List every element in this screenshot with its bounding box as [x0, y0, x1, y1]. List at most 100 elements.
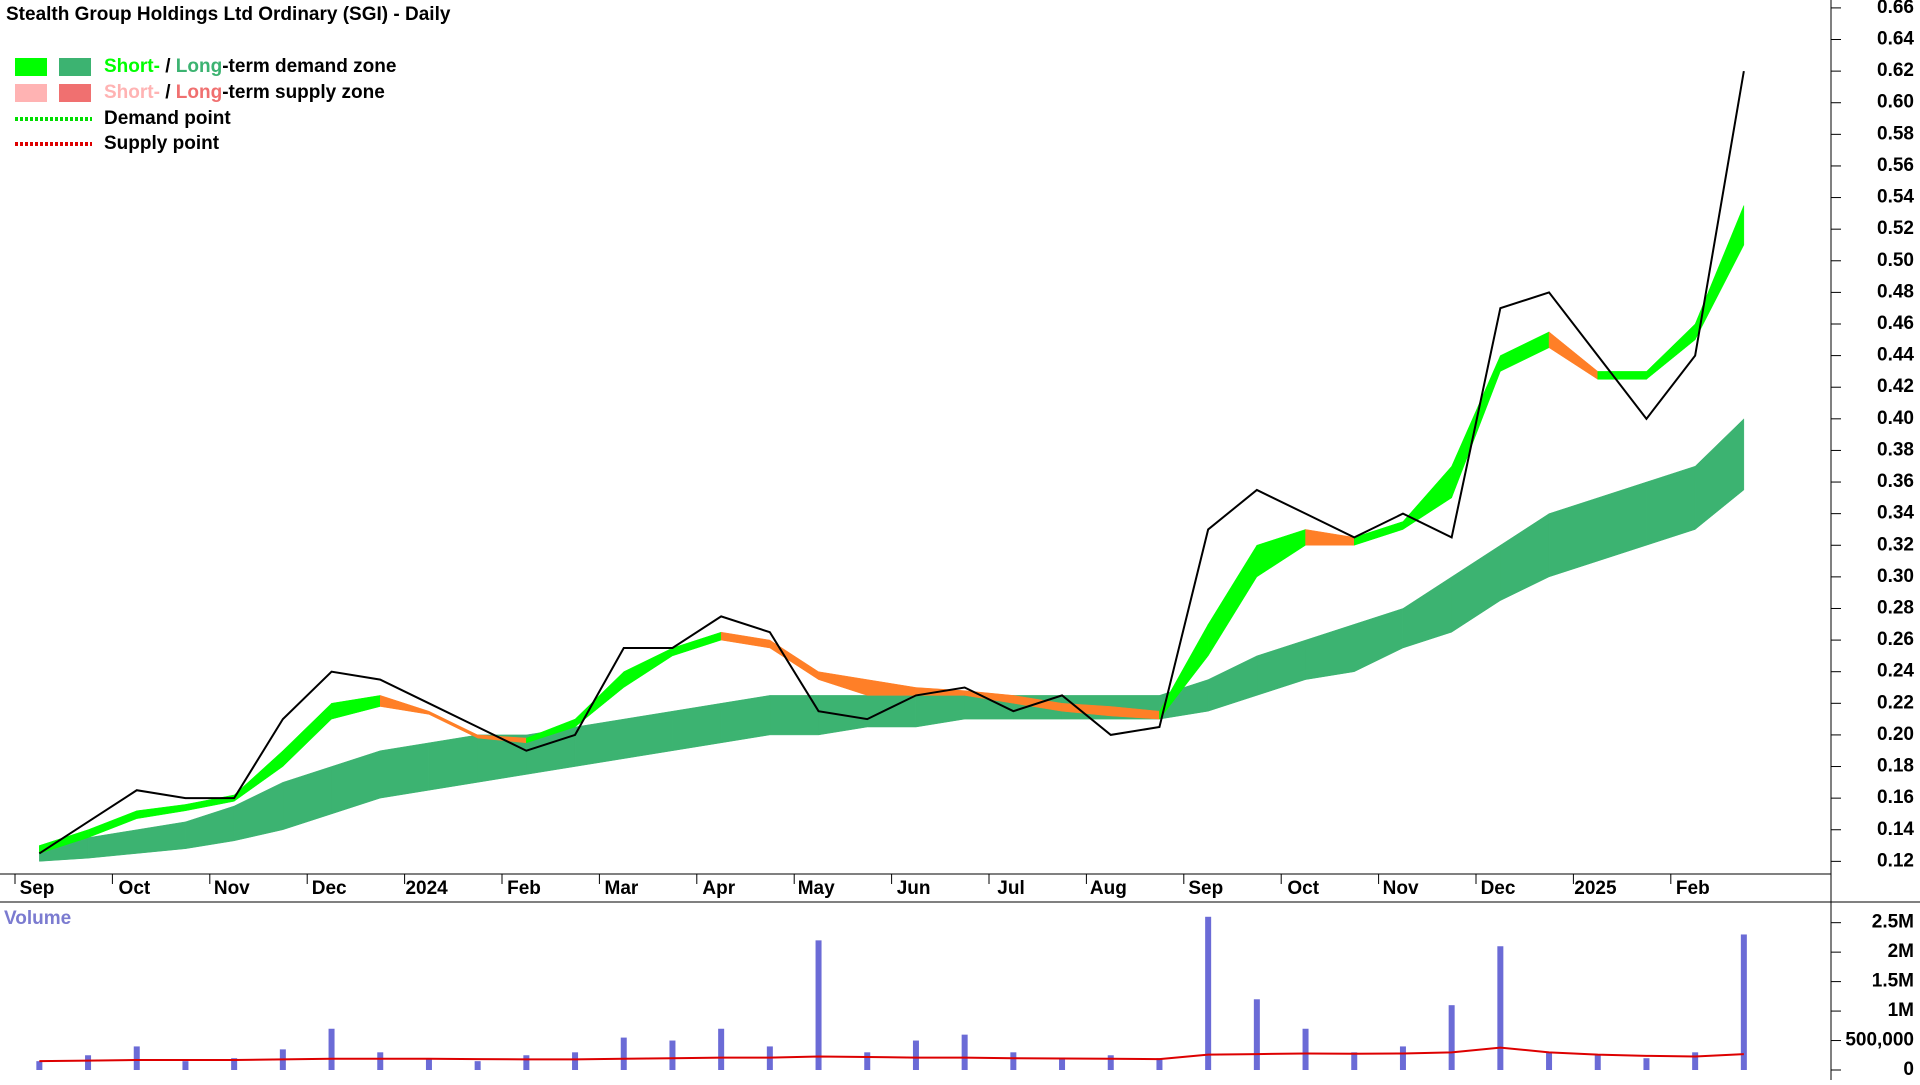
legend-swatch — [59, 58, 91, 76]
short-term-zone — [136, 804, 186, 819]
y-tick-label: 0.60 — [1877, 92, 1914, 113]
x-tick-label: Dec — [312, 878, 347, 899]
legend-part: Supply point — [104, 133, 220, 154]
volume-bar — [572, 1052, 579, 1070]
x-tick-label: Aug — [1090, 878, 1127, 899]
x-tick-label: May — [798, 878, 835, 899]
y-tick-label: 0.24 — [1877, 661, 1914, 682]
long-term-zone — [282, 766, 332, 831]
long-term-zone — [769, 695, 819, 736]
x-tick-label: Sep — [1188, 878, 1223, 899]
long-term-zone — [1548, 497, 1598, 578]
y-tick-label: 0.18 — [1877, 756, 1914, 777]
volume-bar — [1059, 1058, 1066, 1070]
volume-bar — [1399, 1046, 1406, 1070]
y-tick-label: 0.34 — [1877, 503, 1914, 524]
volume-bar — [425, 1058, 432, 1070]
short-term-zone — [818, 671, 868, 696]
legend-label: Short- / Long-term supply zone — [104, 82, 385, 103]
volume-bar — [377, 1052, 384, 1070]
volume-bar — [36, 1061, 43, 1070]
short-term-zone — [1256, 529, 1306, 578]
y-tick-label: 0.36 — [1877, 471, 1914, 492]
y-tick-label: 0.64 — [1877, 29, 1914, 50]
long-term-zone — [428, 734, 478, 791]
short-term-zone — [574, 671, 624, 728]
short-term-zone — [380, 695, 430, 715]
y-tick-label: 1.5M — [1872, 971, 1914, 992]
y-tick-label: 0.26 — [1877, 629, 1914, 650]
long-term-zone — [136, 821, 186, 854]
volume-bar — [864, 1052, 871, 1070]
y-tick-label: 2.5M — [1872, 912, 1914, 933]
long-term-zone — [1694, 418, 1745, 530]
long-term-zone — [1354, 608, 1404, 673]
long-term-zone — [623, 710, 673, 759]
legend-part: Short- — [104, 56, 160, 77]
volume-bar — [182, 1061, 189, 1070]
legend-part: -term supply zone — [222, 82, 385, 103]
long-term-zone — [672, 703, 722, 752]
x-tick-label: Mar — [605, 878, 639, 899]
x-tick-label: 2024 — [405, 878, 448, 899]
volume-bar — [1010, 1052, 1017, 1070]
short-term-zone — [769, 639, 819, 681]
volume-bar — [912, 1040, 919, 1070]
long-term-zone — [574, 718, 624, 767]
legend-part: / — [160, 56, 176, 77]
volume-bar — [815, 940, 822, 1070]
volume-bar — [669, 1040, 676, 1070]
y-tick-label: 0.66 — [1877, 0, 1914, 18]
volume-bar — [523, 1055, 530, 1070]
legend-swatch — [15, 84, 47, 102]
volume-bar — [620, 1037, 627, 1070]
y-tick-label: 0.42 — [1877, 376, 1914, 397]
short-term-zone — [623, 647, 673, 688]
y-tick-label: 2M — [1888, 941, 1914, 962]
short-term-zone — [1305, 529, 1355, 546]
volume-bar — [1497, 946, 1504, 1070]
short-term-zone — [1207, 544, 1258, 657]
legend-label: Short- / Long-term demand zone — [104, 56, 396, 77]
volume-bar — [1156, 1058, 1163, 1070]
volume-bar — [1740, 934, 1747, 1070]
y-tick-label: 0.32 — [1877, 534, 1914, 555]
legend-swatch — [59, 84, 91, 102]
legend-part: Long — [176, 56, 222, 77]
y-tick-label: 0.62 — [1877, 60, 1914, 81]
y-tick-label: 0.54 — [1877, 187, 1914, 208]
y-tick-label: 0.40 — [1877, 408, 1914, 429]
long-term-zone — [1451, 544, 1501, 633]
short-term-zone — [1694, 205, 1745, 340]
short-term-zone — [867, 679, 917, 696]
legend-part: -term demand zone — [222, 56, 396, 77]
y-tick-label: 0 — [1903, 1059, 1914, 1080]
long-term-zone — [1402, 576, 1452, 649]
short-term-zone — [1500, 331, 1550, 372]
y-tick-label: 0.22 — [1877, 692, 1914, 713]
volume-average — [39, 1046, 1744, 1063]
long-term-zone — [1256, 639, 1306, 696]
y-tick-label: 0.12 — [1877, 850, 1914, 871]
volume-bar — [1351, 1052, 1358, 1070]
long-term-zone — [1646, 465, 1696, 546]
volume-bar — [1692, 1052, 1699, 1070]
volume-bar — [1205, 916, 1212, 1070]
legend-part: Demand point — [104, 108, 231, 129]
volume-bar — [1643, 1058, 1650, 1070]
volume-bar — [1253, 999, 1260, 1070]
long-term-zone — [1597, 481, 1647, 562]
volume-bar — [85, 1055, 92, 1070]
long-term-zone — [380, 742, 430, 799]
volume-bar — [328, 1028, 335, 1070]
y-tick-label: 0.52 — [1877, 218, 1914, 239]
x-tick-label: 2025 — [1574, 878, 1617, 899]
volume-bar — [961, 1034, 968, 1070]
volume-bar — [133, 1046, 140, 1070]
legend-label: Supply point — [104, 133, 220, 154]
x-tick-label: Oct — [119, 878, 151, 899]
long-term-zone — [915, 695, 965, 728]
x-tick-label: Feb — [1676, 878, 1710, 899]
x-tick-label: Dec — [1481, 878, 1516, 899]
